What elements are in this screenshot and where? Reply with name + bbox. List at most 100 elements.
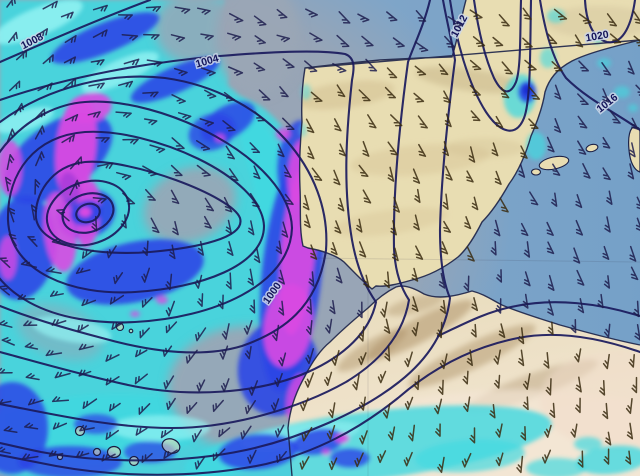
wind-barb bbox=[518, 327, 525, 345]
wind-barb bbox=[434, 398, 443, 415]
wind-barb bbox=[629, 142, 636, 158]
wind-barb bbox=[573, 247, 581, 264]
wind-barb bbox=[606, 190, 613, 205]
wind-barb bbox=[383, 318, 391, 334]
wind-barb bbox=[336, 84, 346, 98]
wind-barb bbox=[445, 165, 453, 181]
wind-barb bbox=[577, 450, 584, 468]
wind-barb bbox=[228, 168, 239, 182]
wind-barb bbox=[115, 111, 132, 118]
wind-barb bbox=[468, 146, 476, 163]
wind-barb bbox=[163, 449, 178, 459]
wind-barb bbox=[14, 102, 24, 116]
wind-barb bbox=[631, 376, 638, 394]
wind-barb bbox=[436, 321, 443, 339]
wind-barb bbox=[552, 163, 561, 176]
wind-barb bbox=[440, 241, 449, 255]
wind-barb bbox=[331, 349, 340, 366]
wind-barb bbox=[546, 136, 555, 153]
wind-barb bbox=[81, 299, 97, 307]
wind-barb bbox=[358, 241, 367, 258]
wind-barb bbox=[75, 450, 90, 458]
wind-barb bbox=[549, 402, 556, 419]
wind-barb bbox=[279, 86, 289, 98]
wind-barb bbox=[570, 318, 577, 334]
coastline-layer bbox=[56, 0, 640, 476]
wind-barb bbox=[466, 246, 475, 262]
wind-barb bbox=[324, 371, 333, 386]
wind-barb bbox=[162, 345, 173, 357]
wind-barb bbox=[404, 396, 414, 411]
wind-barb bbox=[37, 82, 53, 92]
wind-barb bbox=[194, 274, 203, 289]
wind-barb bbox=[522, 373, 531, 390]
wind-barb bbox=[304, 372, 315, 388]
wind-barb bbox=[469, 84, 481, 96]
wind-barb bbox=[278, 269, 285, 285]
wind-barb bbox=[404, 351, 413, 368]
graticule bbox=[309, 257, 640, 476]
wind-barb bbox=[92, 29, 108, 38]
wind-barb bbox=[528, 118, 539, 129]
wind-barb bbox=[223, 91, 236, 102]
wind-barb bbox=[329, 300, 336, 315]
wind-barb bbox=[34, 125, 45, 140]
wind-barb bbox=[253, 246, 261, 264]
wind-barb bbox=[0, 257, 11, 269]
wind-barb bbox=[414, 188, 421, 204]
wind-barb bbox=[165, 321, 178, 334]
wind-barb bbox=[222, 120, 236, 132]
wind-barb bbox=[249, 142, 261, 154]
wind-barb bbox=[278, 300, 285, 316]
wind-barb bbox=[63, 78, 77, 90]
wind-barb bbox=[212, 448, 226, 462]
wind-barb bbox=[54, 371, 71, 379]
wind-barb bbox=[117, 14, 133, 20]
wind-barb bbox=[69, 179, 80, 196]
wind-barb bbox=[447, 16, 463, 28]
isobar-label: 1020 bbox=[585, 29, 610, 45]
wind-barb bbox=[574, 348, 582, 363]
wind-barb bbox=[272, 324, 280, 342]
wind-barb bbox=[277, 143, 285, 158]
wind-barb bbox=[253, 165, 261, 180]
wind-barb bbox=[635, 84, 640, 96]
wind-barb bbox=[79, 424, 95, 432]
wind-barb bbox=[163, 375, 175, 390]
wind-barb bbox=[338, 11, 351, 24]
wind-barb bbox=[169, 244, 176, 260]
wind-barb bbox=[177, 112, 192, 120]
wind-barb bbox=[247, 449, 257, 464]
wind-barb bbox=[197, 293, 204, 307]
wind-barb bbox=[438, 272, 446, 289]
wind-barb bbox=[384, 345, 391, 362]
wind-barb bbox=[522, 396, 529, 411]
wind-barb bbox=[173, 67, 188, 77]
wind-barb bbox=[134, 373, 148, 385]
wind-barb bbox=[439, 353, 448, 370]
wind-barb bbox=[443, 220, 452, 233]
wind-barb bbox=[282, 117, 295, 131]
wind-barb bbox=[403, 451, 413, 467]
wind-barb bbox=[63, 56, 77, 64]
wind-barb bbox=[628, 353, 635, 368]
wind-barb bbox=[601, 62, 612, 76]
wind-barb bbox=[358, 326, 365, 342]
wind-barb bbox=[604, 216, 611, 233]
wind-barb bbox=[582, 163, 591, 179]
wind-barb bbox=[244, 400, 256, 415]
wind-barb bbox=[629, 245, 637, 262]
wind-barb bbox=[88, 82, 105, 89]
wind-barb bbox=[387, 141, 399, 156]
wind-barb bbox=[90, 59, 105, 66]
wind-barb bbox=[141, 267, 151, 283]
wind-barb bbox=[6, 0, 16, 8]
wind-barb bbox=[95, 137, 110, 143]
wind-barb bbox=[118, 80, 134, 88]
wind-barb bbox=[498, 323, 506, 339]
wind-barb bbox=[469, 9, 483, 20]
wind-barb bbox=[602, 245, 610, 260]
wind-barb bbox=[149, 144, 166, 154]
wind-barb bbox=[377, 370, 387, 384]
